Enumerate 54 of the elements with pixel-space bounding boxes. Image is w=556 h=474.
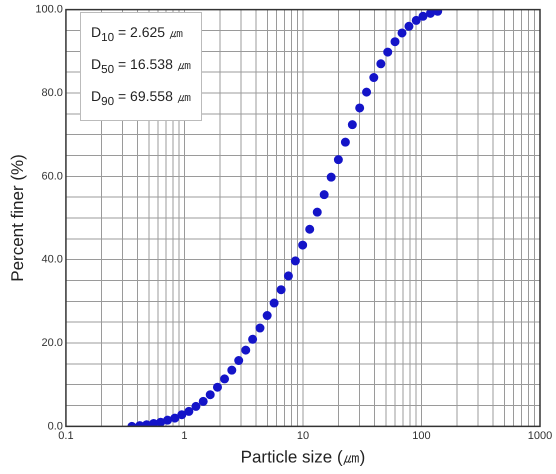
point — [362, 88, 372, 97]
point — [191, 402, 200, 411]
point — [418, 12, 428, 21]
point — [320, 190, 329, 200]
x-tick-label: 10 — [296, 430, 310, 442]
point — [234, 356, 244, 366]
point — [184, 406, 194, 416]
annotation: D$_{50}$ = 16.538 ㎛ — [91, 54, 191, 78]
y-axis-title: Percent finer (%) — [8, 154, 27, 282]
point — [198, 396, 208, 406]
point — [326, 172, 336, 182]
point — [290, 256, 300, 266]
point — [340, 138, 350, 147]
point — [248, 334, 258, 344]
annotation: D$_{10}$ = 2.625 ㎛ — [91, 23, 184, 46]
point — [355, 103, 364, 112]
annotation: D$_{90}$ = 69.558 ㎛ — [91, 86, 191, 110]
point — [312, 208, 322, 217]
x-tick-label: 1 — [181, 430, 188, 442]
point — [412, 16, 421, 25]
point — [334, 155, 343, 164]
point — [284, 271, 293, 280]
point — [227, 366, 236, 375]
point — [276, 285, 286, 294]
y-tick-label: 80.0 — [42, 86, 63, 99]
x-tick-label: 0.1 — [58, 430, 74, 442]
point — [241, 346, 250, 355]
point — [163, 416, 172, 425]
point — [206, 390, 215, 400]
point — [212, 382, 222, 392]
point — [376, 59, 386, 68]
x-axis-title: Particle size (㎛) — [240, 447, 366, 466]
y-tick-label: 100.0 — [35, 4, 63, 16]
point — [220, 374, 230, 384]
note-box: D$_{10}$ = 2.625 ㎛ D$_{50}$ = 16.538 ㎛ D$_{90}$ = 69.558 ㎛ — [80, 12, 202, 122]
point — [298, 240, 308, 250]
point — [270, 298, 279, 308]
point — [348, 120, 357, 130]
point — [262, 311, 272, 320]
x-tick-label: 100 — [412, 430, 431, 442]
point — [305, 224, 314, 234]
point — [369, 73, 378, 82]
y-tick-label: 60.0 — [42, 170, 63, 182]
point — [177, 410, 186, 420]
point — [170, 414, 180, 423]
point — [390, 37, 400, 46]
point — [398, 28, 407, 38]
x-tick-label: 1000 — [528, 430, 552, 442]
y-tick-label: 20.0 — [42, 337, 63, 350]
point — [404, 22, 414, 31]
point — [256, 324, 264, 333]
point — [383, 48, 392, 57]
y-tick-label: 40.0 — [42, 254, 63, 266]
y-tick-label: 0.0 — [48, 420, 63, 432]
